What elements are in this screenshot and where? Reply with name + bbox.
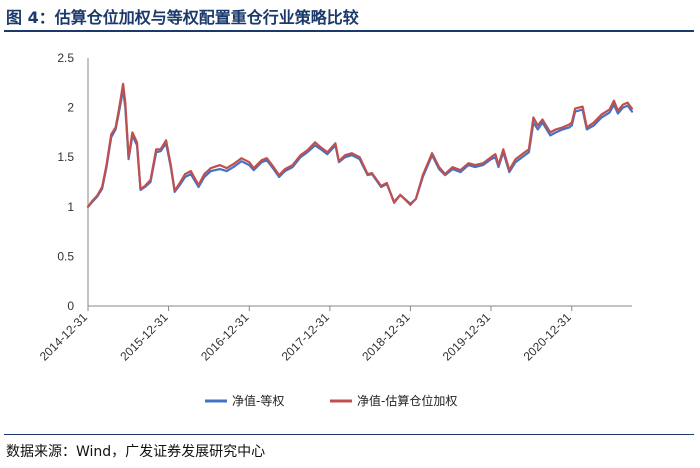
line-chart: 0 0.5 1 1.5 2 2.5 2014-12-31 2015-12-31 2016-12… [37, 51, 634, 408]
figure-title: 图 4：估算仓位加权与等权配置重仓行业策略比较 [6, 8, 359, 27]
x-tick-label: 2020-12-31 [521, 310, 575, 364]
y-axis: 0 0.5 1 1.5 2 2.5 [57, 51, 89, 313]
y-tick-label: 1.5 [57, 150, 74, 164]
series-line-2 [86, 82, 634, 208]
legend: 净值-等权 净值-估算仓位加权 [205, 393, 457, 408]
x-tick-label: 2018-12-31 [359, 310, 413, 364]
header-rule [4, 30, 694, 32]
x-tick-label: 2019-12-31 [440, 310, 494, 364]
y-tick-label: 0 [67, 299, 74, 313]
x-axis: 2014-12-31 2015-12-31 2016-12-31 2017-12-31… [37, 305, 632, 364]
figure-header: 图 4：估算仓位加权与等权配置重仓行业策略比较 [0, 0, 700, 34]
x-tick-label: 2017-12-31 [279, 310, 333, 364]
legend-label-1: 净值-等权 [232, 393, 284, 408]
footer-rule [4, 434, 694, 435]
legend-label-2: 净值-估算仓位加权 [357, 393, 457, 408]
source-note: 数据来源：Wind，广发证券发展研究中心 [6, 444, 266, 460]
x-tick-label: 2014-12-31 [37, 310, 91, 364]
x-tick-label: 2016-12-31 [198, 310, 252, 364]
y-tick-label: 0.5 [57, 249, 74, 263]
x-tick-label: 2015-12-31 [117, 310, 171, 364]
series-line-1 [86, 88, 634, 208]
y-tick-label: 2.5 [57, 51, 74, 65]
y-tick-label: 2 [67, 101, 74, 115]
series-layer [86, 82, 634, 208]
y-tick-label: 1 [67, 200, 74, 214]
